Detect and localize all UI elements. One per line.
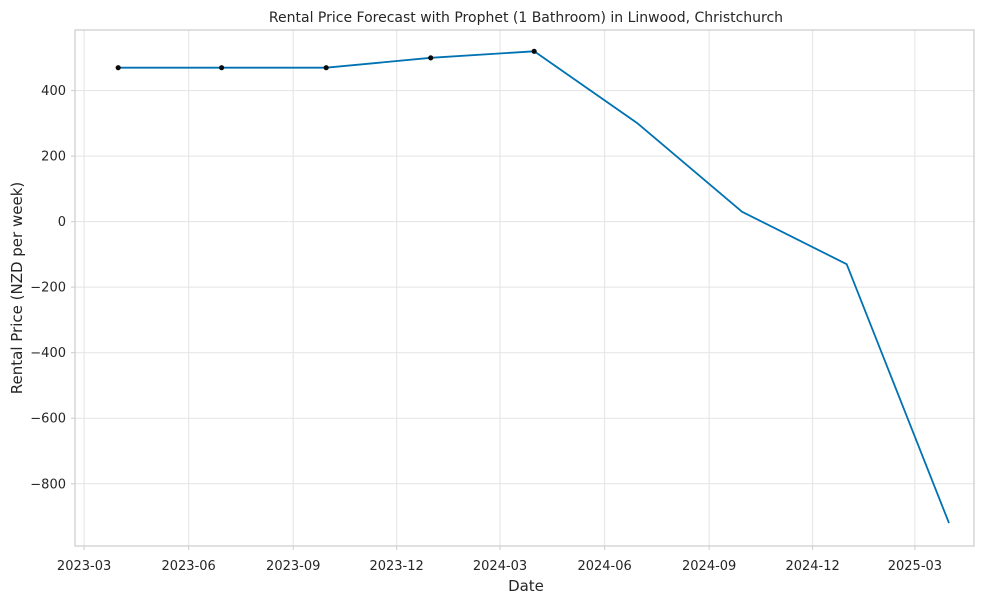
x-tick-label: 2024-09 [682, 559, 736, 574]
observed-point [219, 65, 225, 71]
observed-point [115, 65, 121, 71]
observed-point [531, 48, 537, 54]
x-tick-label: 2023-06 [161, 559, 215, 574]
y-tick-label: −800 [30, 477, 66, 492]
x-tick-label: 2024-06 [577, 559, 631, 574]
y-tick-label: −600 [30, 412, 66, 427]
y-tick-label: −400 [30, 346, 66, 361]
x-tick-label: 2023-03 [57, 559, 111, 574]
y-tick-label: 0 [58, 215, 66, 230]
x-tick-label: 2023-12 [369, 559, 423, 574]
y-axis-label: Rental Price (NZD per week) [8, 182, 26, 394]
observed-point [323, 65, 329, 71]
x-tick-label: 2023-09 [266, 559, 320, 574]
y-tick-label: 200 [41, 150, 66, 165]
x-tick-label: 2024-03 [473, 559, 527, 574]
grid-layer [75, 30, 974, 546]
chart-title: Rental Price Forecast with Prophet (1 Ba… [269, 10, 783, 26]
x-tick-label: 2025-03 [888, 559, 942, 574]
y-tick-label: −200 [30, 281, 66, 296]
y-tick-label: 400 [41, 84, 66, 99]
x-tick-label: 2024-12 [785, 559, 839, 574]
plot-frame [74, 29, 975, 547]
tick-layer: 2023-03 2023-06 2023-09 2023-12 2024-03 2024-… [30, 84, 942, 574]
x-axis-label: Date [508, 577, 544, 595]
observed-point [428, 55, 434, 61]
series-layer [115, 48, 950, 524]
